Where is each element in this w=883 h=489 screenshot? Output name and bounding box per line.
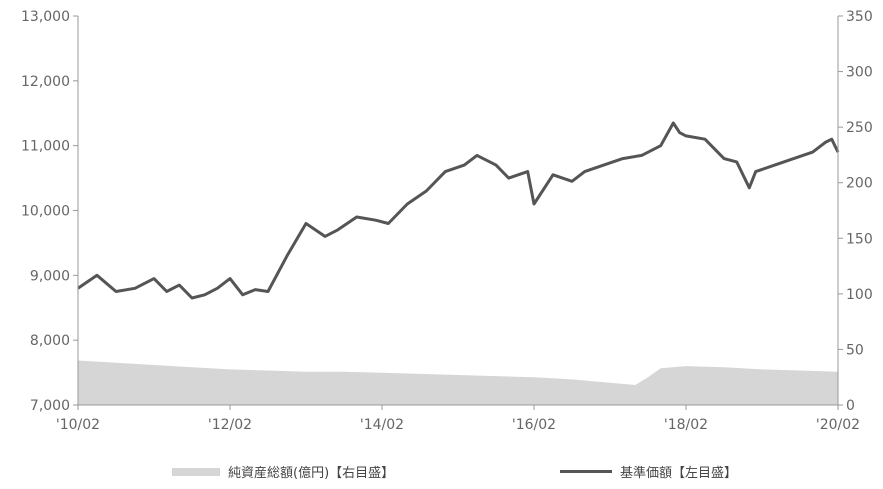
left-tick-label: 10,000: [21, 204, 70, 220]
left-tick-label: 11,000: [21, 139, 70, 155]
legend: 純資産総額(億円)【右目盛】 基準価額【左目盛】: [0, 462, 883, 486]
legend-swatch-line: [560, 470, 612, 473]
legend-item-line: 基準価額【左目盛】: [560, 462, 737, 481]
x-tick-label: '10/02: [56, 417, 100, 433]
axes-group: [73, 15, 843, 410]
left-tick-label: 12,000: [21, 74, 70, 90]
x-tick-label: '16/02: [512, 417, 556, 433]
right-tick-label: 50: [846, 342, 864, 358]
chart-svg: 7,000 8,000 9,000 10,000 11,000 12,000 13,000 0…: [21, 9, 873, 433]
x-tick-label: '20/02: [816, 417, 860, 433]
x-tick-label: '18/02: [664, 417, 708, 433]
right-tick-label: 200: [846, 176, 873, 192]
right-tick-label: 100: [846, 287, 873, 303]
right-tick-label: 350: [846, 9, 873, 25]
line-series-group: [77, 121, 840, 300]
x-tick-label: '12/02: [208, 417, 252, 433]
x-tick-label: '14/02: [360, 417, 404, 433]
legend-swatch-area: [172, 467, 220, 476]
right-tick-label: 300: [846, 65, 873, 81]
right-tick-label: 150: [846, 231, 873, 247]
legend-label-line: 基準価額【左目盛】: [620, 466, 738, 481]
left-tick-label: 13,000: [21, 9, 70, 25]
area-series-group: [78, 360, 838, 405]
right-tick-label: 250: [846, 120, 873, 136]
left-tick-label: 9,000: [30, 268, 70, 284]
net-assets-area: [78, 360, 838, 405]
tick-labels-group: 7,000 8,000 9,000 10,000 11,000 12,000 13,000 0…: [21, 9, 873, 433]
left-tick-label: 7,000: [30, 398, 70, 414]
legend-item-area: 純資産総額(億円)【右目盛】: [172, 462, 394, 481]
right-tick-label: 0: [846, 398, 855, 414]
nav-line: [77, 121, 840, 300]
legend-label-area: 純資産総額(億円)【右目盛】: [228, 466, 395, 481]
left-tick-label: 8,000: [30, 333, 70, 349]
